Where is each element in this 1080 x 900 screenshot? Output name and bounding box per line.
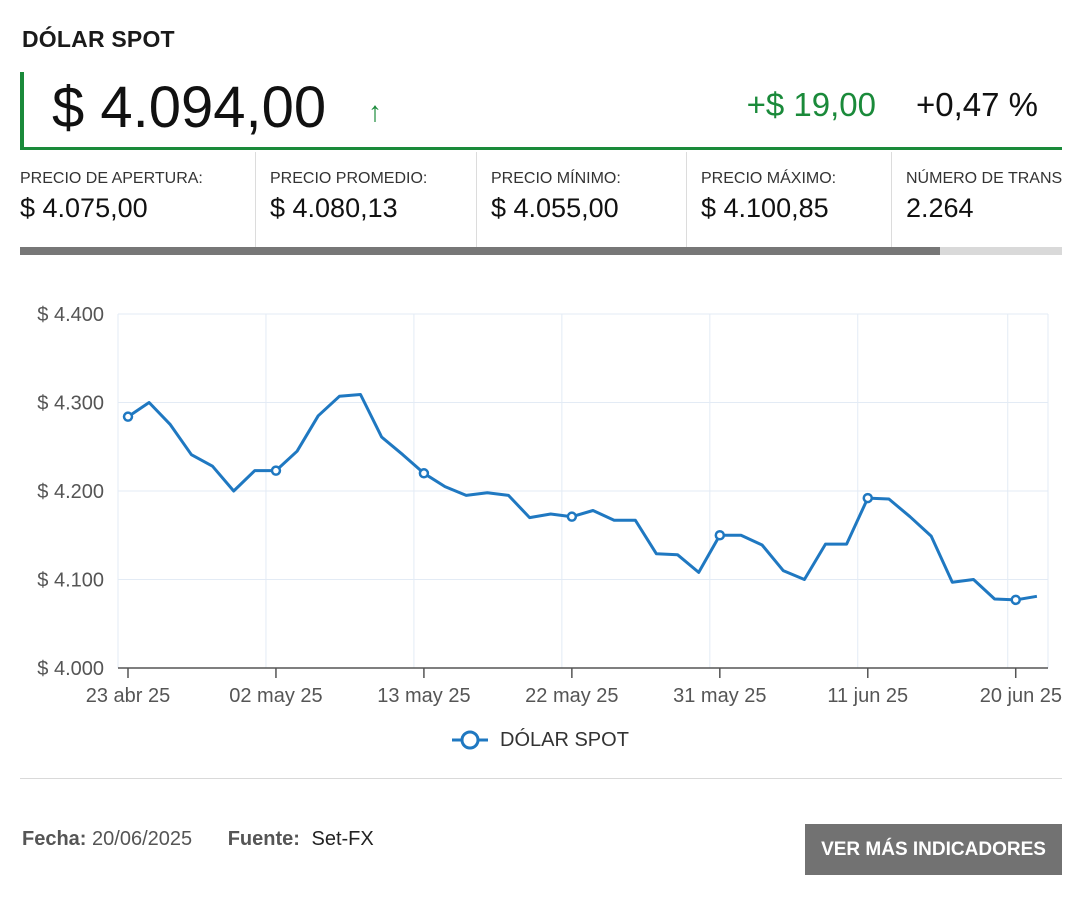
x-tick-label: 31 may 25 bbox=[673, 685, 766, 707]
y-tick-label: $ 4.100 bbox=[37, 570, 104, 592]
stat-value: $ 4.075,00 bbox=[20, 193, 148, 223]
price-change: +$ 19,00 bbox=[746, 86, 876, 123]
stat-value: $ 4.055,00 bbox=[491, 193, 619, 223]
x-tick-label: 22 may 25 bbox=[525, 685, 618, 707]
data-point-marker bbox=[566, 511, 578, 522]
date-value: 20/06/2025 bbox=[92, 828, 193, 850]
y-tick-label: $ 4.400 bbox=[37, 304, 104, 326]
stat-transactions: NÚMERO DE TRANSACCIONES: 2.264 bbox=[891, 152, 1062, 247]
scrollbar-thumb[interactable] bbox=[20, 247, 940, 255]
chart-legend[interactable]: DÓLAR SPOT bbox=[450, 725, 629, 755]
price-change-percent: +0,47 % bbox=[915, 86, 1038, 123]
stat-label: PRECIO DE APERTURA: bbox=[20, 170, 203, 187]
source-label: Fuente: bbox=[227, 828, 300, 850]
stat-value: 2.264 bbox=[906, 193, 974, 223]
footer-info: Fecha: 20/06/2025 Fuente: Set-FX bbox=[22, 828, 374, 851]
price-panel: $ 4.094,00 ↑ +$ 19,00 +0,47 % bbox=[20, 72, 1062, 150]
data-point-marker bbox=[122, 411, 134, 422]
price-line-chart: $ 4.000 $ 4.100 $ 4.200 $ 4.300 $ 4.400 23 ab… bbox=[37, 304, 1062, 707]
data-point-marker bbox=[1010, 594, 1021, 606]
x-tick-label: 11 jun 25 bbox=[827, 685, 908, 707]
divider bbox=[20, 778, 1062, 779]
page-title: DÓLAR SPOT bbox=[22, 26, 175, 52]
legend-label: DÓLAR SPOT bbox=[500, 728, 629, 751]
stat-value: $ 4.100,85 bbox=[701, 193, 829, 223]
data-point-marker bbox=[270, 465, 282, 476]
stat-label: PRECIO MÍNIMO: bbox=[491, 170, 621, 187]
horizontal-scrollbar[interactable] bbox=[20, 247, 1062, 255]
stat-min-price: PRECIO MÍNIMO: $ 4.055,00 bbox=[476, 152, 686, 247]
date-label: Fecha: bbox=[22, 828, 87, 850]
y-tick-label: $ 4.200 bbox=[37, 481, 104, 503]
series-line bbox=[127, 393, 1038, 602]
y-tick-label: $ 4.300 bbox=[37, 393, 104, 415]
data-point-marker bbox=[418, 468, 430, 479]
data-point-marker bbox=[714, 530, 726, 541]
x-tick-label: 13 may 25 bbox=[377, 685, 470, 707]
legend-marker-icon bbox=[452, 730, 488, 750]
x-tick-label: 02 may 25 bbox=[229, 685, 322, 707]
data-point-marker bbox=[862, 492, 874, 504]
x-tick-label: 20 jun 25 bbox=[980, 685, 1062, 707]
more-indicators-button[interactable]: VER MÁS INDICADORES bbox=[805, 824, 1062, 875]
stat-label: PRECIO PROMEDIO: bbox=[270, 170, 428, 187]
arrow-up-icon: ↑ bbox=[368, 96, 382, 127]
current-price: $ 4.094,00 bbox=[52, 75, 327, 140]
stat-label: PRECIO MÁXIMO: bbox=[701, 170, 837, 187]
y-tick-label: $ 4.000 bbox=[37, 658, 104, 680]
stat-opening-price: PRECIO DE APERTURA: $ 4.075,00 bbox=[20, 152, 255, 247]
stats-strip[interactable]: PRECIO DE APERTURA: $ 4.075,00 PRECIO PR… bbox=[20, 152, 1062, 247]
stat-label: NÚMERO DE TRANSACCIONES: bbox=[906, 170, 1062, 187]
source-value: Set-FX bbox=[311, 828, 374, 850]
stat-average-price: PRECIO PROMEDIO: $ 4.080,13 bbox=[255, 152, 476, 247]
stat-max-price: PRECIO MÁXIMO: $ 4.100,85 bbox=[686, 152, 891, 247]
x-tick-label: 23 abr 25 bbox=[86, 685, 171, 707]
stat-value: $ 4.080,13 bbox=[270, 193, 398, 223]
